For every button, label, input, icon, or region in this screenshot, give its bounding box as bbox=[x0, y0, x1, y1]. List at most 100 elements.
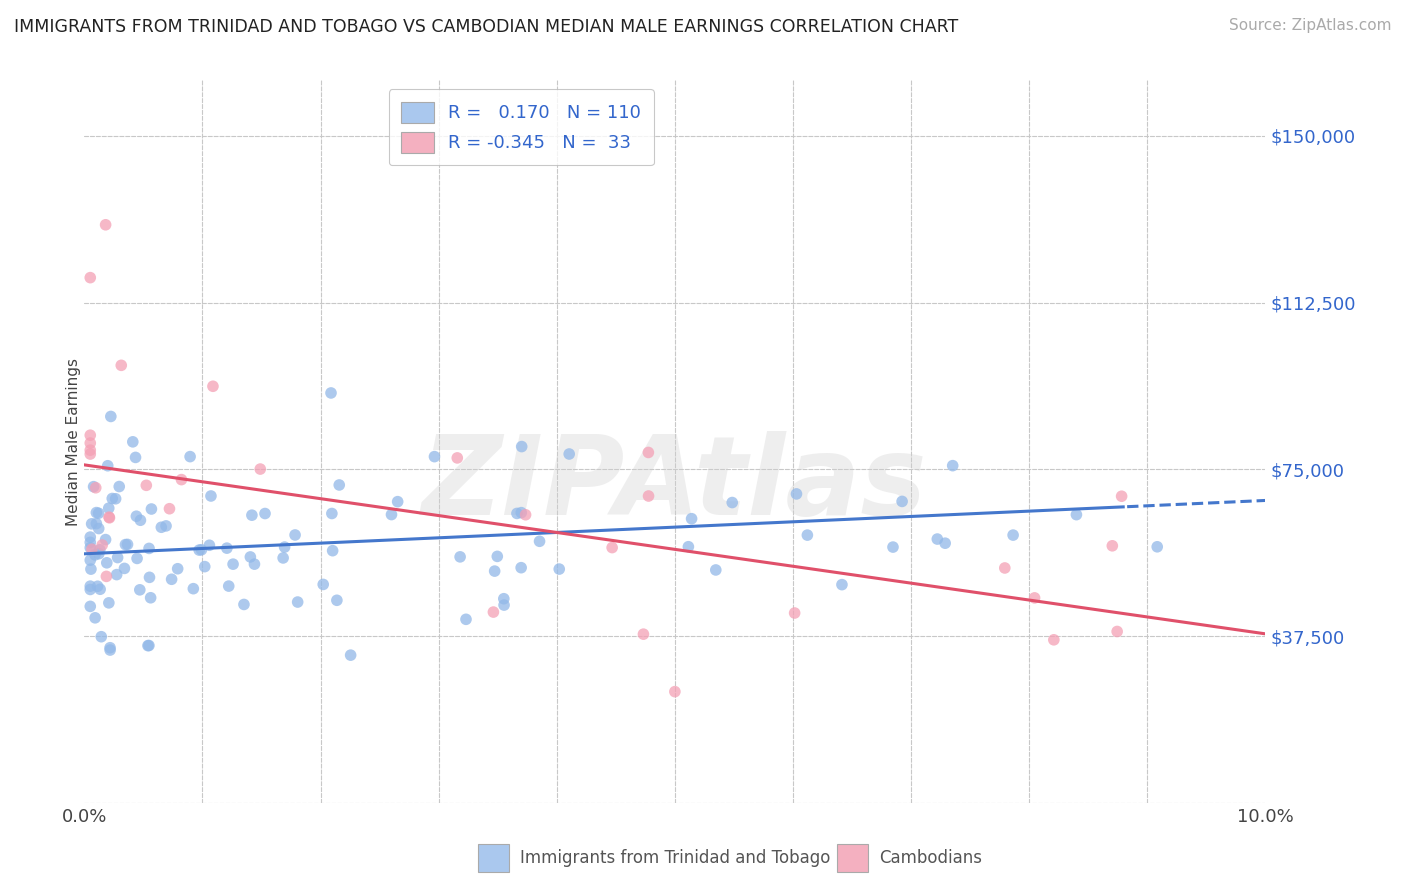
Point bbox=[515, 508, 537, 522]
Point bbox=[87, 547, 110, 561]
Point bbox=[94, 218, 117, 232]
Point bbox=[86, 516, 108, 531]
Point bbox=[510, 560, 533, 574]
Point bbox=[104, 491, 127, 506]
Point bbox=[253, 507, 276, 521]
Point bbox=[97, 501, 120, 516]
Point bbox=[79, 530, 101, 544]
Text: ZIPAtlas: ZIPAtlas bbox=[422, 432, 928, 539]
Point bbox=[423, 450, 446, 464]
Point bbox=[319, 386, 342, 401]
Point bbox=[155, 519, 177, 533]
Point bbox=[98, 510, 121, 524]
Point bbox=[141, 502, 163, 516]
Point bbox=[79, 535, 101, 549]
Point bbox=[783, 606, 806, 620]
Point bbox=[188, 543, 211, 558]
Point bbox=[201, 379, 224, 393]
Text: Cambodians: Cambodians bbox=[879, 849, 981, 867]
Point bbox=[98, 510, 121, 524]
Point bbox=[510, 440, 533, 454]
Point bbox=[1107, 624, 1129, 639]
Text: IMMIGRANTS FROM TRINIDAD AND TOBAGO VS CAMBODIAN MEDIAN MALE EARNINGS CORRELATIO: IMMIGRANTS FROM TRINIDAD AND TOBAGO VS C… bbox=[14, 18, 959, 36]
Point bbox=[190, 542, 212, 557]
Y-axis label: Median Male Earnings: Median Male Earnings bbox=[66, 358, 80, 525]
Point bbox=[548, 562, 571, 576]
Point bbox=[97, 596, 120, 610]
Point bbox=[100, 409, 122, 424]
Point bbox=[84, 548, 107, 562]
Point bbox=[243, 557, 266, 571]
Point bbox=[796, 528, 818, 542]
Point bbox=[633, 627, 655, 641]
Point bbox=[891, 494, 914, 508]
Point bbox=[138, 639, 160, 653]
Point bbox=[87, 522, 110, 536]
Point bbox=[98, 643, 121, 657]
Point bbox=[79, 599, 101, 614]
Point bbox=[506, 507, 529, 521]
Point bbox=[637, 489, 659, 503]
Point bbox=[86, 506, 108, 520]
Point bbox=[681, 511, 703, 525]
Point bbox=[449, 549, 471, 564]
Point bbox=[233, 598, 256, 612]
Point bbox=[492, 591, 515, 606]
Point bbox=[79, 447, 101, 461]
Point bbox=[124, 450, 146, 465]
Point bbox=[79, 436, 101, 450]
Point bbox=[510, 506, 533, 520]
Point bbox=[600, 541, 623, 555]
Point bbox=[194, 559, 217, 574]
Point bbox=[831, 577, 853, 591]
Point bbox=[79, 541, 101, 555]
Text: Immigrants from Trinidad and Tobago: Immigrants from Trinidad and Tobago bbox=[520, 849, 831, 867]
Point bbox=[90, 630, 112, 644]
Point bbox=[222, 557, 245, 571]
Point bbox=[128, 582, 150, 597]
Point bbox=[80, 562, 103, 576]
Point bbox=[218, 579, 240, 593]
Point bbox=[454, 612, 477, 626]
Point bbox=[114, 561, 136, 575]
Point bbox=[94, 533, 117, 547]
Point bbox=[79, 443, 101, 458]
Point bbox=[704, 563, 727, 577]
Point bbox=[994, 561, 1017, 575]
Point bbox=[129, 513, 152, 527]
Point bbox=[312, 577, 335, 591]
Point bbox=[1043, 632, 1066, 647]
Point bbox=[486, 549, 509, 564]
Point bbox=[284, 528, 307, 542]
Point bbox=[1101, 539, 1123, 553]
Point bbox=[249, 462, 271, 476]
Point bbox=[387, 494, 409, 508]
Point bbox=[326, 593, 349, 607]
Point bbox=[114, 538, 136, 552]
Point bbox=[98, 640, 121, 655]
Point bbox=[1024, 591, 1046, 605]
Point bbox=[183, 582, 205, 596]
Point bbox=[84, 481, 107, 495]
Point bbox=[110, 359, 132, 373]
Point bbox=[785, 487, 807, 501]
Point bbox=[198, 538, 221, 552]
Point bbox=[160, 572, 183, 586]
Point bbox=[84, 611, 107, 625]
Point bbox=[79, 553, 101, 567]
Point bbox=[287, 595, 309, 609]
Point bbox=[529, 534, 551, 549]
Point bbox=[200, 489, 222, 503]
Point bbox=[179, 450, 201, 464]
Point bbox=[80, 542, 103, 557]
Point bbox=[322, 543, 344, 558]
Point bbox=[89, 582, 111, 597]
Point bbox=[96, 556, 118, 570]
Point bbox=[159, 501, 181, 516]
Point bbox=[125, 509, 148, 524]
Point bbox=[170, 473, 193, 487]
Legend: R =   0.170   N = 110, R = -0.345   N =  33: R = 0.170 N = 110, R = -0.345 N = 33 bbox=[389, 89, 654, 165]
Point bbox=[96, 569, 118, 583]
Point bbox=[91, 538, 114, 552]
Point bbox=[328, 478, 350, 492]
